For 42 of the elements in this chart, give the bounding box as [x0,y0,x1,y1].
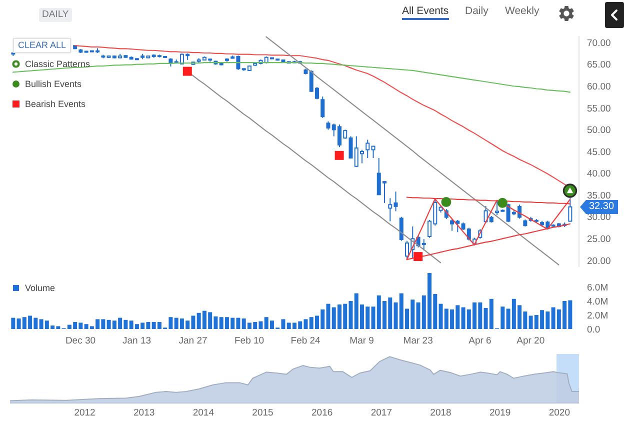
x-tick-label: Mar 9 [350,336,374,347]
y-tick-label: 65.00 [587,60,611,71]
x-tick-label: 2012 [74,408,96,419]
y-tick-label: 20.00 [587,256,611,267]
y-tick-label: 70.00 [587,38,611,49]
text: 32.30 [580,200,618,214]
x-tick-label: 2019 [490,408,511,419]
y-tick-label: 45.00 [587,146,611,158]
legend-label: Bearish Events [25,99,86,109]
y-tick-label: 60.00 [587,81,611,92]
y-tick-label: 50.00 [587,125,611,136]
x-tick-label: Mar 23 [403,336,433,347]
x-tick-label: 2018 [430,408,452,419]
x-tick-label: 2017 [370,408,392,419]
y-tick-label: 40.00 [587,168,611,180]
legend-label: Bullish Events [25,79,82,89]
y-tick-label: 25.00 [587,234,611,246]
x-tick-label: 2020 [548,408,570,419]
text: DAILY [39,8,72,22]
x-tick-label: Apr 6 [468,336,492,347]
y-tick-label: 0.0 [587,324,600,336]
x-tick-label: 2016 [312,408,333,419]
x-tick-label: Jan 13 [122,336,152,347]
x-tick-label: 2014 [192,408,214,419]
x-tick-label: Feb 10 [234,336,264,347]
text: All Events [402,5,449,20]
annotation: CLEAR ALL [13,38,72,53]
x-tick-label: 2015 [252,408,274,419]
y-tick-label: 55.00 [587,103,611,114]
x-tick-label: 2013 [134,408,155,419]
x-tick-label: Dec 30 [65,336,96,347]
x-tick-label: Jan 27 [178,336,208,347]
y-tick-label: 4.0M [587,296,608,308]
y-tick-label: 35.00 [587,190,611,202]
legend-label: Volume [25,283,56,293]
x-tick-label: Feb 24 [290,336,320,347]
legend-label: Classic Patterns [25,59,90,69]
y-tick-label: 2.0M [587,310,608,322]
x-tick-label: Apr 20 [516,336,545,347]
y-tick-label: 6.0M [587,282,608,294]
text: Weekly [505,5,540,17]
text: Daily [465,5,488,17]
